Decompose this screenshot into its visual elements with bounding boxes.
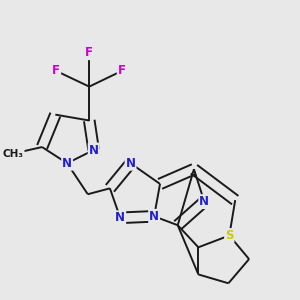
Text: N: N: [62, 157, 72, 170]
Text: N: N: [199, 195, 209, 208]
Text: F: F: [85, 46, 93, 59]
Text: N: N: [125, 157, 136, 170]
Text: S: S: [225, 229, 234, 242]
Text: F: F: [118, 64, 126, 77]
Text: N: N: [89, 143, 99, 157]
Text: CH₃: CH₃: [3, 148, 24, 158]
Text: N: N: [149, 210, 159, 223]
Text: F: F: [52, 64, 60, 77]
Text: N: N: [115, 211, 125, 224]
